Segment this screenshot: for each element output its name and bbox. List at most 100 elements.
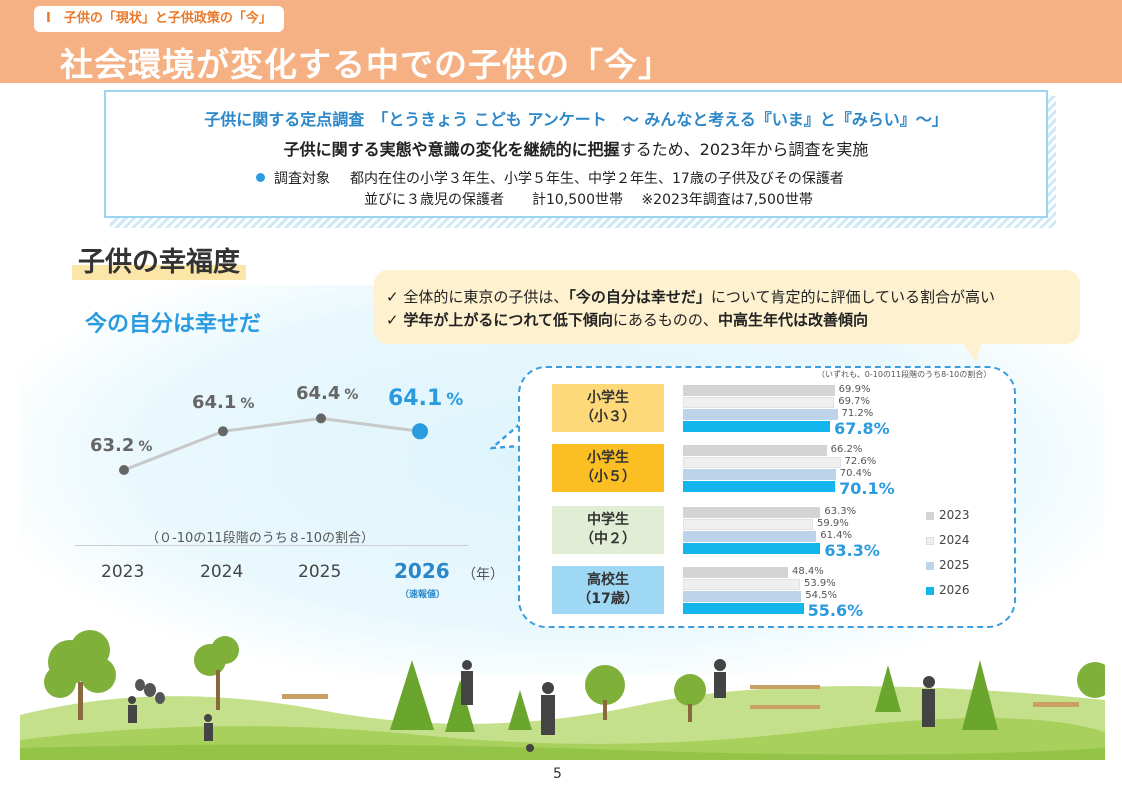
happiness-heading: 子供の幸福度 [72, 240, 246, 280]
legend-swatch [926, 562, 934, 570]
year-2026: 2026 [394, 559, 450, 583]
bullet-icon [256, 173, 265, 182]
data-point-2026 [412, 423, 428, 440]
year-unit: （年） [462, 567, 504, 583]
bar-2023 [683, 507, 821, 518]
callout-1a: 全体的に東京の子供は、 [403, 288, 569, 306]
page-title: 社会環境が変化する中での子供の「今」 [60, 45, 672, 84]
target-label: 調査対象 [274, 171, 330, 187]
bar-2025 [683, 469, 836, 480]
legend-swatch [926, 587, 934, 595]
value-label-2024: 64.1% [192, 392, 255, 413]
bar-value-label: 67.8% [834, 419, 890, 438]
bar-value-label: 59.9% [816, 518, 849, 529]
bar-2024 [683, 579, 800, 590]
grade-label-line: 高校生 [587, 572, 629, 588]
bar-2023 [683, 567, 789, 578]
bar-2026 [683, 421, 831, 432]
summary-callout: ✓ 全体的に東京の子供は、「今の自分は幸せだ」について肯定的に評価している割合が… [374, 270, 1080, 344]
bar-2026 [683, 603, 804, 614]
survey-title: 子供に関する定点調査 「とうきょう こども アンケート ～ みんなと考える『いま… [204, 110, 948, 129]
survey-description: 子供に関する実態や意識の変化を継続的に把握するため、2023年から調査を実施 [106, 136, 1046, 160]
grade-label-line: （小５） [580, 469, 636, 485]
bar-value-label: 66.2% [830, 444, 863, 455]
park-illustration [20, 630, 1105, 760]
callout-2b: にあるものの、 [612, 311, 718, 329]
value-label-2023: 63.2% [90, 435, 153, 456]
bar-value-label: 54.5% [805, 590, 838, 601]
bar-value-label: 69.9% [838, 384, 871, 395]
grade-label-line: （小３） [580, 409, 636, 425]
axis-line [75, 545, 468, 546]
grade-label: 高校生 （17歳） [552, 566, 664, 614]
bar-2024 [683, 397, 835, 408]
bar-2025 [683, 591, 802, 602]
bar-value-label: 55.6% [807, 601, 864, 620]
bar-value-label: 53.9% [803, 578, 836, 589]
check-icon: ✓ [386, 311, 399, 329]
bar-2024 [683, 519, 813, 530]
grade-label-line: （中２） [580, 531, 636, 547]
preliminary-note: （速報値） [400, 590, 446, 600]
line-chart-title: 今の自分は幸せだ [85, 312, 262, 337]
callout-2c: 中高生年代は改善傾向 [717, 311, 868, 329]
data-point-2025 [316, 413, 326, 424]
year-2024: 2024 [200, 562, 244, 582]
legend-label: 2025 [939, 558, 970, 572]
callout-line-1: ✓ 全体的に東京の子供は、「今の自分は幸せだ」について肯定的に評価している割合が… [386, 286, 995, 307]
panel-tail [490, 423, 521, 450]
page-number: 5 [553, 766, 562, 782]
bar-value-label: 71.2% [841, 408, 874, 419]
bar-2025 [683, 531, 817, 542]
survey-box: 子供に関する定点調査 「とうきょう こども アンケート ～ みんなと考える『いま… [104, 90, 1048, 218]
scale-note: （０-10の11段階のうち８-10の割合） [146, 531, 375, 546]
section-tag: Ⅰ 子供の「現状」と子供政策の「今」 [34, 6, 284, 32]
legend-swatch [926, 537, 934, 545]
bar-value-label: 61.4% [820, 530, 853, 541]
grade-label-line: 中学生 [587, 512, 629, 528]
legend-label: 2026 [939, 583, 970, 597]
legend-swatch [926, 512, 934, 520]
year-2025: 2025 [298, 562, 342, 582]
bar-value-label: 63.3% [824, 506, 857, 517]
survey-desc-rest: するため、2023年から調査を実施 [619, 140, 869, 159]
value-label-2025: 64.4% [296, 383, 359, 404]
survey-desc-bold: 子供に関する実態や意識の変化を継続的に把握 [283, 140, 620, 159]
grade-label: 中学生 （中２） [552, 506, 664, 554]
bar-value-label: 63.3% [824, 541, 880, 560]
grade-label: 小学生 （小３） [552, 384, 664, 432]
series-line [123, 416, 421, 472]
legend-label: 2023 [939, 508, 970, 522]
bar-value-label: 70.4% [839, 468, 872, 479]
callout-1c: について肯定的に評価している割合が高い [710, 288, 995, 306]
bar-2026 [683, 481, 836, 492]
grade-label-line: （17歳） [577, 591, 639, 607]
bar-value-label: 70.1% [839, 479, 895, 498]
grade-label-line: 小学生 [587, 450, 629, 466]
callout-tail [960, 340, 982, 362]
bar-2025 [683, 409, 838, 420]
bar-2023 [683, 385, 835, 396]
callout-line-2: ✓ 学年が上がるにつれて低下傾向にあるものの、中高生年代は改善傾向 [386, 309, 868, 330]
data-point-2023 [119, 465, 129, 475]
target-line-1: 都内在住の小学３年生、小学５年生、中学２年生、17歳の子供及びその保護者 [350, 171, 844, 187]
callout-2a: 学年が上がるにつれて低下傾向 [403, 311, 613, 329]
data-point-2024 [218, 426, 228, 437]
header-band: Ⅰ 子供の「現状」と子供政策の「今」 社会環境が変化する中での子供の「今」 [0, 0, 1122, 84]
grade-label: 小学生 （小５） [552, 444, 664, 492]
bar-value-label: 48.4% [792, 566, 824, 577]
grade-label-line: 小学生 [587, 390, 629, 406]
check-icon: ✓ [386, 288, 399, 306]
callout-1b: 「今の自分は幸せだ」 [568, 288, 711, 306]
value-label-2026: 64.1% [388, 386, 464, 411]
bar-value-label: 72.6% [844, 456, 877, 467]
target-line-2: 並びに３歳児の保護者 計10,500世帯 ※2023年調査は7,500世帯 [364, 192, 813, 208]
bar-chart-note: （いずれも、0-10の11段階のうち8-10の割合） [817, 370, 992, 379]
legend-label: 2024 [939, 533, 970, 547]
bar-2026 [683, 543, 821, 554]
bar-value-label: 69.7% [838, 396, 871, 407]
bar-2024 [683, 457, 841, 468]
bar-2023 [683, 445, 827, 456]
